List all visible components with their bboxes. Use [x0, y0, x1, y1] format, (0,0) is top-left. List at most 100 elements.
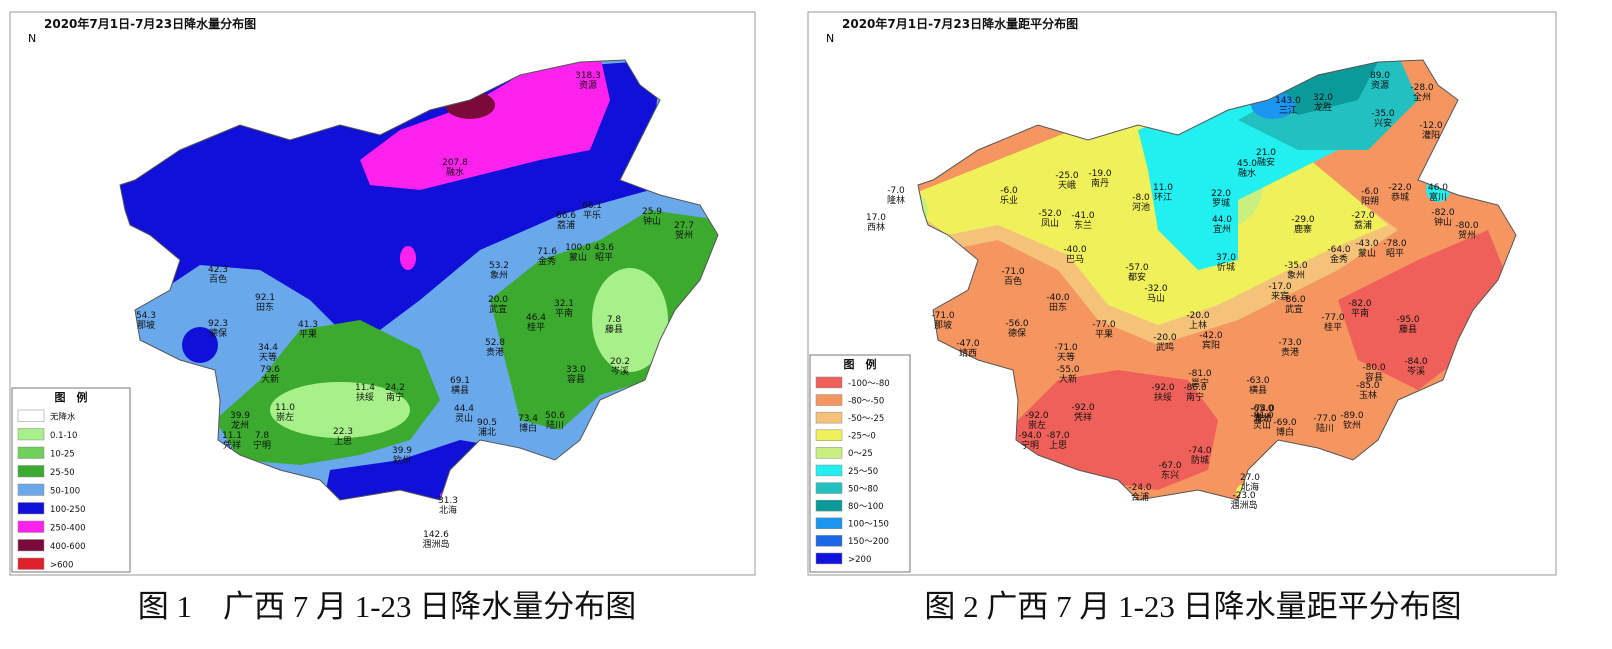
- station-value: -19.0: [1088, 169, 1112, 179]
- station-name: 涠洲岛: [1230, 499, 1257, 511]
- station-name: 德保: [1008, 327, 1026, 339]
- station-name: 宜州: [1213, 223, 1231, 235]
- station-value: -71.0: [1001, 267, 1025, 277]
- station-value: 39.9: [230, 411, 250, 421]
- station-name: 兴安: [1374, 117, 1392, 129]
- station-name: 金秀: [1330, 253, 1348, 265]
- station-value: 45.0: [1237, 159, 1257, 169]
- station-name: 环江: [1154, 192, 1172, 203]
- legend-swatch: [17, 446, 45, 459]
- station-value: -22.0: [1388, 183, 1412, 193]
- figure-caption: 图 1 广西 7 月 1-23 日降水量分布图: [138, 589, 637, 624]
- station-value: 73.4: [518, 414, 538, 424]
- legend-label: -100～-80: [848, 379, 890, 389]
- station-value: -92.0: [1071, 403, 1095, 413]
- station-value: 31.3: [438, 496, 458, 506]
- station-name: 南宁: [386, 391, 404, 403]
- station-value: 92.3: [208, 319, 228, 329]
- station-value: -73.0: [1278, 338, 1302, 348]
- station-value: -20.0: [1153, 333, 1177, 343]
- legend-label: -25～0: [848, 432, 876, 442]
- station-name: 容县: [567, 373, 585, 385]
- station-value: -63.0: [1246, 376, 1270, 386]
- station-name: 上思: [1049, 440, 1067, 451]
- station-value: 22.0: [1211, 189, 1231, 199]
- station-value: 11.1: [222, 431, 242, 441]
- station-name: 钦州: [393, 454, 411, 466]
- station-name: 陆川: [1316, 422, 1334, 434]
- legend-swatch: [17, 520, 45, 533]
- station-name: 西林: [867, 221, 885, 233]
- station-name: 崇左: [276, 411, 294, 423]
- legend-title: 图 例: [844, 357, 877, 371]
- station-name: 凤山: [1041, 218, 1059, 229]
- station-value: -42.0: [1199, 331, 1223, 341]
- station-name: 岑溪: [611, 365, 629, 377]
- station-value: -81.0: [1188, 369, 1212, 379]
- station-value: 143.0: [1275, 96, 1301, 106]
- station-name: 北海: [439, 504, 457, 516]
- station-name: 来宾: [1271, 290, 1289, 302]
- station-value: -81.0: [1250, 411, 1274, 421]
- legend-swatch: [815, 517, 843, 529]
- legend-swatch: [815, 447, 843, 459]
- station-name: 钟山: [1434, 216, 1452, 228]
- station-name: 藤县: [1399, 323, 1417, 335]
- legend-swatch: [17, 557, 45, 570]
- station-value: 89.0: [1370, 71, 1390, 81]
- station-name: 北海: [1241, 481, 1259, 493]
- station-value: 27.0: [1240, 473, 1260, 483]
- station-name: 涠洲岛: [422, 538, 449, 550]
- station-name: 钟山: [643, 215, 661, 227]
- station-value: 46.4: [526, 313, 546, 323]
- station-name: 藤县: [605, 323, 623, 335]
- legend-label: 50-100: [50, 486, 80, 496]
- anomaly-zones: [918, 60, 1508, 500]
- legend-title: 图 例: [55, 390, 88, 404]
- station-value: -95.0: [1396, 315, 1420, 325]
- station-name: 横县: [1249, 384, 1267, 396]
- station-name: 象州: [490, 269, 508, 281]
- legend-swatch: [17, 465, 45, 478]
- station-value: 44.0: [1212, 215, 1232, 225]
- station-name: 靖西: [959, 347, 977, 359]
- station-name: 平乐: [583, 209, 601, 221]
- station-name: 宾阳: [1202, 339, 1220, 351]
- station-value: 32.1: [554, 299, 574, 309]
- station-name: 蒙山: [569, 251, 587, 263]
- station-value: 11.4: [355, 383, 375, 393]
- station-name: 合浦: [1131, 491, 1149, 503]
- map-panel: N 2020年7月1日-7月23日降水量距平分布图 图 2 广西 7 月 1-2…: [807, 11, 1557, 624]
- station-name: 三江: [1279, 105, 1297, 116]
- station-name: 宁明: [253, 439, 271, 451]
- legend-label: -50～-25: [848, 414, 884, 424]
- station-name: 平南: [1351, 307, 1369, 319]
- station-name: 贵港: [486, 346, 504, 358]
- station-value: -77.0: [1321, 313, 1345, 323]
- station-value: 27.7: [674, 221, 694, 231]
- legend-label: 100-250: [50, 505, 86, 515]
- station-name: 贺州: [1458, 229, 1476, 241]
- station-name: 博白: [519, 422, 537, 434]
- station-name: 昭平: [595, 252, 613, 263]
- station-value: 207.8: [442, 158, 468, 168]
- station-value: -28.0: [1410, 83, 1434, 93]
- station-value: -65.0: [1250, 404, 1274, 414]
- station-name: 容县: [1365, 371, 1383, 383]
- station-value: -84.0: [1404, 357, 1428, 367]
- station-name: 武宣: [1285, 303, 1303, 315]
- station-name: 龙胜: [1314, 101, 1332, 113]
- station-name: 融安: [1257, 156, 1275, 168]
- station-name: 上林: [1189, 319, 1207, 331]
- station-value: -20.0: [1186, 311, 1210, 321]
- station-value: -74.0: [1251, 404, 1275, 414]
- legend-swatch: [815, 394, 843, 406]
- station-name: 浦北: [478, 426, 496, 438]
- station-value: 20.0: [488, 295, 508, 305]
- legend-swatch: [815, 376, 843, 389]
- station-name: 全州: [1413, 91, 1431, 103]
- station-name: 桂平: [527, 321, 545, 333]
- map-title: 2020年7月1日-7月23日降水量分布图: [44, 16, 256, 31]
